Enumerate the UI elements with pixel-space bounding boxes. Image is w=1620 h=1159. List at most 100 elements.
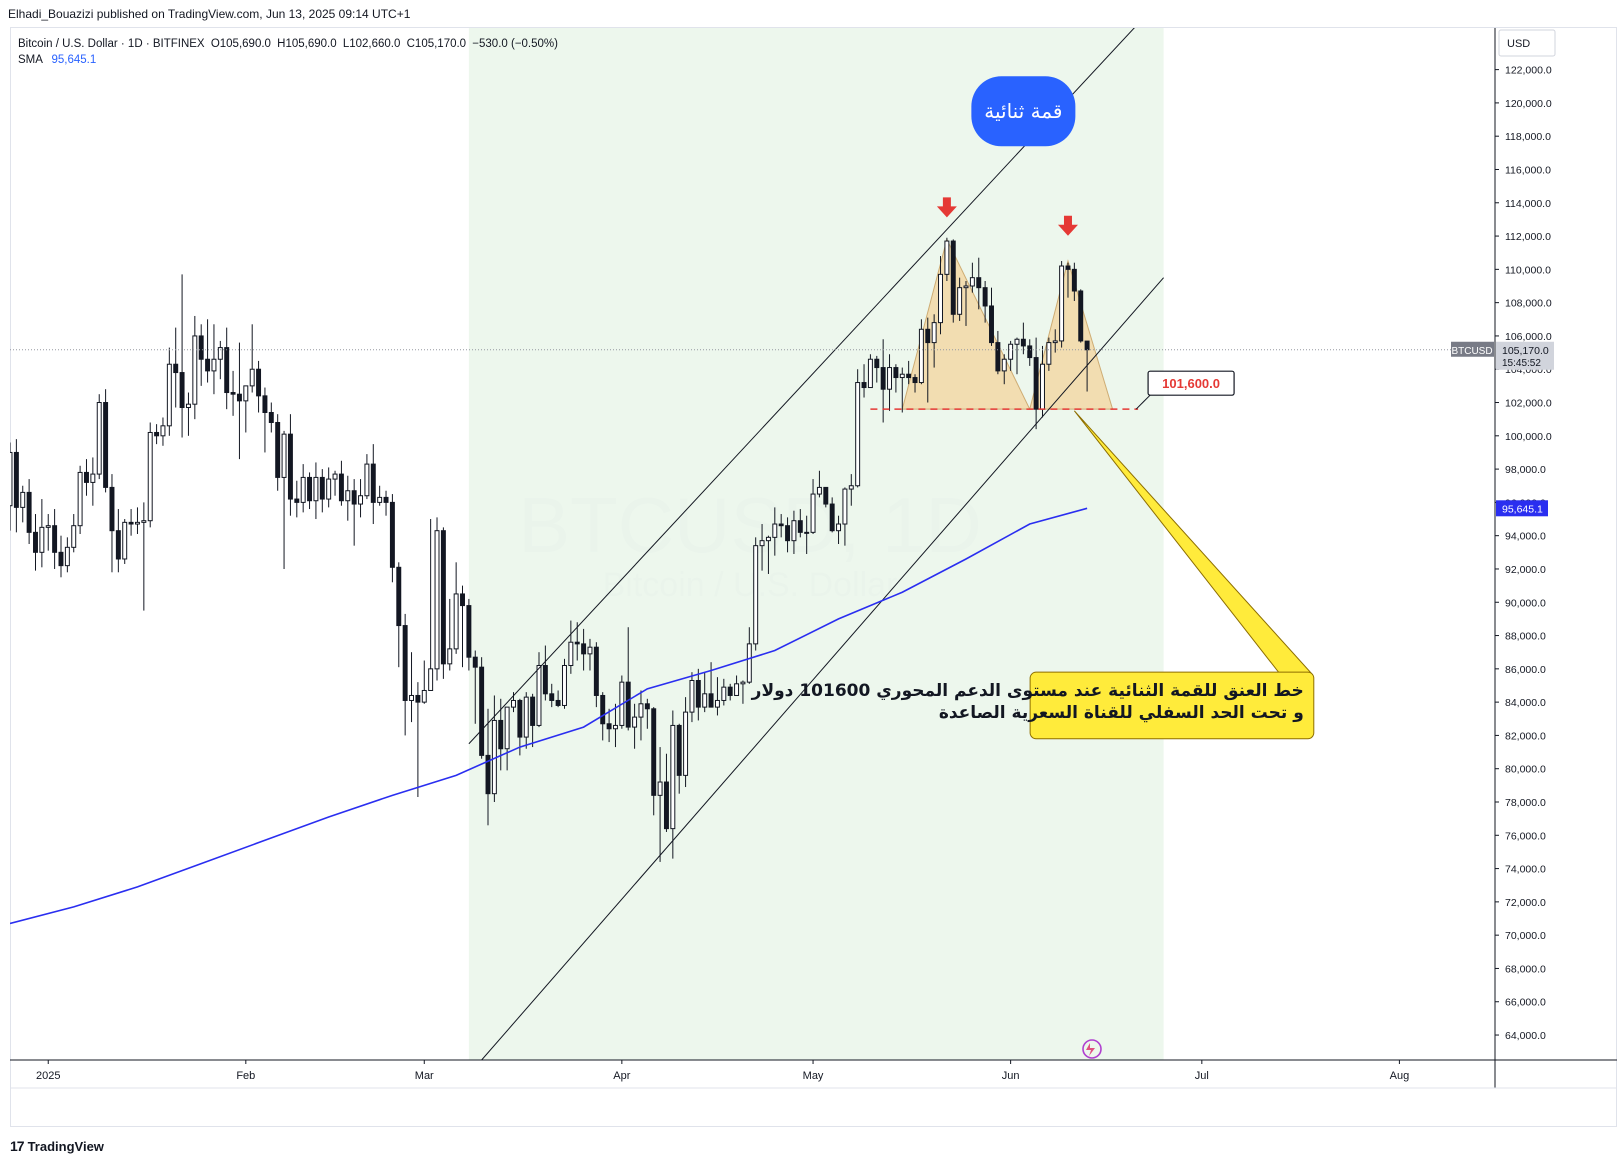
price-tag-timer: 15:45:52 (1502, 358, 1541, 369)
candle-body (453, 593, 459, 650)
candle-body (230, 392, 236, 395)
candle-body (1065, 265, 1071, 270)
y-tick-label: 110,000.0 (1505, 264, 1551, 276)
candle-body (880, 367, 886, 390)
candle-body (810, 493, 816, 533)
price-tag (1496, 341, 1554, 370)
candle-body (606, 723, 612, 730)
candle-body (319, 476, 325, 500)
candle-body (702, 693, 708, 708)
sma-row[interactable]: SMA 95,645.1 (18, 52, 558, 68)
candle-body (772, 523, 778, 538)
y-tick-label: 122,000.0 (1505, 65, 1552, 77)
double-top-badge-text: قمة ثنائية (984, 99, 1062, 123)
candle-body (370, 463, 376, 503)
candle-body (759, 540, 765, 547)
candle-body (1014, 338, 1020, 345)
candle-body (287, 433, 293, 500)
candle-body (364, 463, 370, 497)
candle-body (746, 643, 752, 683)
candle-body (944, 240, 950, 275)
y-tick-label: 106,000.0 (1505, 331, 1552, 343)
y-tick-label: 86,000.0 (1505, 664, 1546, 676)
symbol-tag (1451, 341, 1494, 357)
candle-body (906, 373, 912, 379)
candle-body (530, 696, 536, 726)
candle-body (498, 719, 504, 750)
candle-body (925, 328, 931, 344)
candle-body (1059, 265, 1065, 342)
tradingview-brand[interactable]: 17 TradingView (10, 1138, 104, 1154)
down-arrow-icon-2 (1057, 215, 1078, 236)
candle-body (485, 754, 491, 795)
candle-body (1084, 340, 1090, 351)
x-tick-label: Apr (613, 1070, 630, 1082)
plot-area: BTCUSD, 1DBitcoin / U.S. Dollar101,600.0… (10, 28, 1495, 1060)
candle-body (20, 491, 26, 508)
sma-value: 95,645.1 (51, 54, 97, 66)
candle-body (109, 486, 115, 532)
candle-body (651, 708, 657, 796)
candle-body (466, 605, 472, 658)
candle-body (1052, 340, 1058, 344)
y-tick-label: 118,000.0 (1505, 131, 1551, 143)
candle-body (428, 668, 434, 691)
support-label-text: 101,600.0 (1162, 376, 1220, 391)
candle-body (415, 694, 421, 703)
chart-frame (10, 27, 1617, 1127)
candle-body (855, 382, 861, 487)
ohlc-row: Bitcoin / U.S. Dollar · 1D · BITFINEX O1… (18, 36, 558, 52)
candle-body (574, 641, 580, 645)
candle-body (829, 503, 835, 532)
candle-body (791, 520, 797, 542)
channel-band (468, 28, 1164, 1060)
candle-body (899, 373, 905, 379)
tv-ideas-bolt-icon (1086, 1043, 1095, 1056)
candle-body (1008, 343, 1014, 360)
candle-body (90, 473, 96, 483)
candle-body (625, 681, 631, 728)
candle-body (77, 471, 83, 527)
low-label: L (342, 38, 350, 50)
candle-body (542, 665, 548, 695)
candle-body (938, 273, 943, 324)
y-tick-label: 84,000.0 (1505, 697, 1546, 709)
y-tick-label: 112,000.0 (1505, 231, 1551, 243)
candle-body (268, 412, 274, 423)
brand-name: TradingView (27, 1138, 104, 1154)
candle-body (409, 694, 414, 701)
price-tag-value: 105,170.0 (1502, 345, 1549, 357)
double-top-peak-2 (1029, 259, 1114, 410)
y-tick-label: 82,000.0 (1505, 730, 1546, 742)
candle-body (581, 643, 587, 655)
candle-body (593, 646, 599, 696)
y-tick-label: 74,000.0 (1505, 864, 1546, 876)
candle-body (10, 451, 13, 507)
y-tick-label: 64,000.0 (1505, 1030, 1546, 1042)
candle-body (358, 495, 364, 505)
x-tick-label: 2025 (36, 1070, 60, 1082)
candle-body (823, 486, 829, 505)
support-label-box (1147, 370, 1235, 396)
candle-body (281, 433, 287, 478)
candle-body (58, 551, 64, 567)
candle-body (434, 530, 440, 670)
candle-body (683, 711, 689, 776)
note-box (1029, 671, 1315, 740)
candle-body (695, 679, 701, 708)
candle-body (84, 471, 89, 483)
candle-body (785, 525, 791, 542)
symbol-text[interactable]: Bitcoin / U.S. Dollar · 1D · BITFINEX (18, 38, 205, 50)
candle-body (816, 486, 822, 495)
currency-label: USD (1507, 38, 1530, 50)
candle-body (128, 521, 134, 525)
candle-body (517, 699, 523, 738)
candle-body (797, 520, 803, 533)
candle-body (638, 703, 644, 718)
y-tick-label: 90,000.0 (1505, 597, 1546, 609)
candle-body (867, 358, 873, 389)
candle-body (893, 367, 899, 379)
candle-body (1020, 338, 1026, 347)
candle-body (982, 287, 988, 307)
